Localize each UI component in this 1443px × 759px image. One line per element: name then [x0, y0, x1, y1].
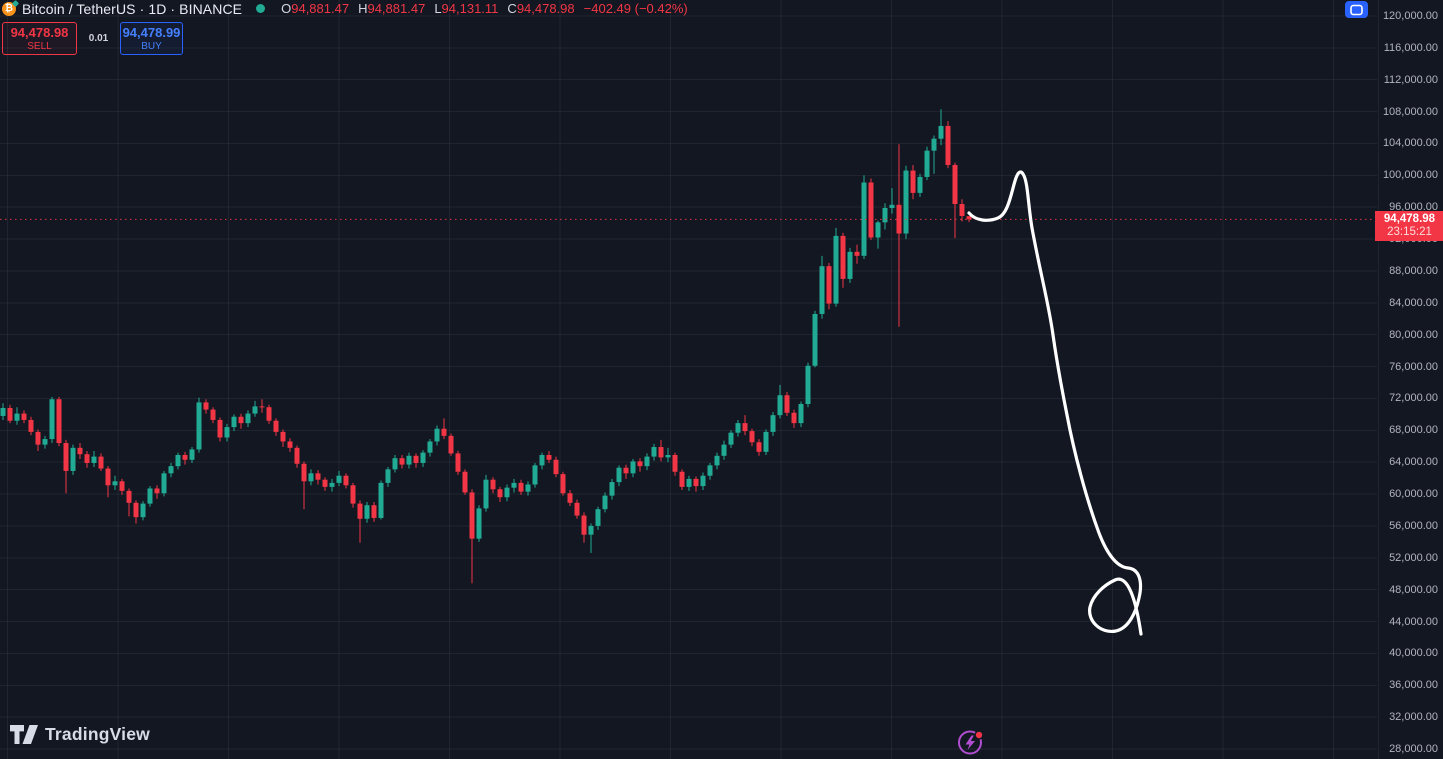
sell-price: 94,478.98: [10, 25, 69, 40]
price-axis-label: 52,000.00: [1389, 551, 1438, 564]
price-axis-label: 60,000.00: [1389, 488, 1438, 501]
price-axis-label: 96,000.00: [1389, 201, 1438, 214]
legend: ₿ Bitcoin / TetherUS · 1D · BINANCE O94,…: [2, 0, 688, 17]
price-axis-label: 88,000.00: [1389, 264, 1438, 277]
price-axis-label: 112,000.00: [1383, 73, 1438, 86]
bar-countdown: 23:15:21: [1387, 225, 1432, 238]
price-axis-label: 48,000.00: [1389, 583, 1438, 596]
tradingview-logo-text: TradingView: [45, 724, 150, 744]
high-value: 94,881.47: [367, 1, 426, 16]
low-value: 94,131.11: [441, 1, 499, 16]
stream-button[interactable]: [955, 726, 987, 758]
open-value: 94,881.47: [291, 1, 350, 16]
price-axis-label: 100,000.00: [1382, 169, 1438, 182]
candles: [0, 109, 972, 584]
price-axis-label: 44,000.00: [1389, 615, 1438, 628]
trade-widget: 94,478.98 SELL 0.01 94,478.99 BUY: [2, 22, 183, 55]
notification-dot: [975, 731, 983, 739]
price-axis-label: 36,000.00: [1389, 679, 1438, 692]
tradingview-logo[interactable]: TradingView: [10, 724, 150, 745]
tradingview-mark-icon: [10, 725, 38, 744]
symbol-title[interactable]: Bitcoin / TetherUS · 1D · BINANCE: [22, 0, 243, 17]
current-price-tag: 94,478.98 23:15:21: [1375, 210, 1443, 241]
fullscreen-button[interactable]: [1345, 1, 1368, 18]
price-axis-label: 72,000.00: [1389, 392, 1438, 405]
price-axis-label: 108,000.00: [1382, 105, 1438, 118]
buy-price: 94,478.99: [122, 25, 181, 40]
bitcoin-icon: ₿: [2, 0, 20, 16]
market-open-dot-icon: [256, 4, 266, 13]
price-axis-label: 28,000.00: [1389, 743, 1438, 755]
coin-badge-icon: [11, 0, 20, 7]
price-axis-label: 80,000.00: [1389, 328, 1438, 341]
price-axis-label: 84,000.00: [1389, 296, 1438, 309]
freehand-drawing[interactable]: [967, 170, 1143, 636]
price-axis-label: 40,000.00: [1389, 647, 1438, 660]
close-value: 94,478.98: [516, 1, 575, 16]
price-axis-label: 56,000.00: [1389, 519, 1438, 532]
change-value: −402.49 (−0.42%): [583, 1, 688, 16]
price-axis[interactable]: 120,000.00 116,000.00 112,000.00 108,000.00…: [1375, 0, 1443, 759]
price-axis-label: 64,000.00: [1389, 456, 1438, 469]
lightning-icon: [958, 730, 984, 755]
buy-button[interactable]: 94,478.99 BUY: [120, 22, 183, 55]
spread-value: 0.01: [88, 33, 109, 44]
price-axis-label: 104,000.00: [1382, 137, 1438, 150]
price-axis-label: 120,000.00: [1382, 10, 1438, 22]
price-axis-label: 116,000.00: [1383, 41, 1438, 54]
price-axis-label: 76,000.00: [1389, 360, 1438, 373]
price-axis-label: 32,000.00: [1389, 711, 1438, 724]
sell-button[interactable]: 94,478.98 SELL: [2, 22, 77, 55]
window-icon: [1350, 4, 1363, 15]
price-axis-label: 68,000.00: [1389, 424, 1438, 437]
grid-lines: [0, 0, 1377, 759]
ohlc-readout: O94,881.47 H94,881.47 L94,131.11 C94,478…: [281, 1, 688, 16]
